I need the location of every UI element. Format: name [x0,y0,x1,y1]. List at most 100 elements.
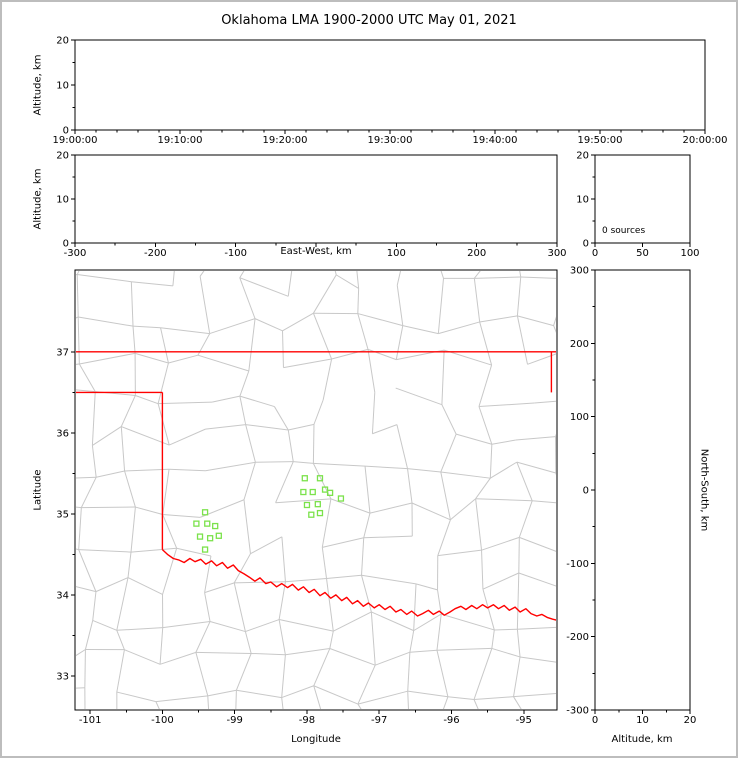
hist-panel-ytick-label: 10 [576,195,589,206]
county-boundary-line [120,395,136,427]
county-boundary-line [239,395,275,408]
county-boundary-line [437,519,451,556]
county-boundary-line [254,318,283,332]
county-boundary-line [81,506,136,509]
county-boundary-line [478,364,493,407]
county-boundary-line [124,468,170,472]
ns-panel-ytick-label: 300 [570,266,589,277]
county-boundary-line [321,498,332,548]
county-boundary-line [205,461,256,472]
county-boundary-line [513,656,521,697]
county-boundary-line [329,648,376,666]
lma-station-marker [201,546,209,553]
county-boundary-line [49,669,56,689]
county-boundary-line [199,276,211,334]
county-boundary-line [76,649,86,657]
county-boundary-line [409,630,415,653]
time-panel-xtick-label: 20:00:00 [683,135,728,146]
county-boundary-line [235,690,237,709]
time-panel-xtick-label: 19:10:00 [158,135,203,146]
county-boundary-line [204,582,235,594]
hist-panel-xtick-label: 0 [592,248,598,259]
county-boundary-line [287,429,294,462]
county-boundary-line [76,476,97,479]
county-boundary-line [195,652,209,696]
county-boundary-line [120,426,126,472]
county-boundary-line [76,274,79,317]
county-boundary-line [442,696,449,709]
county-boundary-line [313,648,331,686]
map-panel-ylabel: Latitude [32,469,44,511]
county-boundary-line [527,353,556,365]
county-boundary-line [518,500,533,538]
county-boundary-line [444,349,492,366]
time-panel-ytick-label: 0 [63,126,69,137]
county-boundary-line [516,629,521,657]
county-boundary-line [520,276,556,279]
lma-station-marker [314,501,321,508]
county-boundary-line [361,575,372,613]
county-boundary-line [329,631,334,649]
county-boundary-line [440,271,444,279]
county-boundary-line [409,649,438,653]
county-boundary-line [532,500,556,504]
county-boundary-line [367,348,397,361]
county-boundary-line [357,288,360,314]
county-boundary-line [331,348,369,360]
map-panel-xtick-label: -98 [299,715,315,726]
county-boundary-line [79,352,136,365]
ns-panel-ytick-label: -300 [566,706,589,717]
county-boundary-line [195,621,211,653]
county-boundary-line [407,691,409,709]
county-boundary-line [159,651,197,665]
lma-station-marker [316,509,324,517]
county-boundary-line [78,316,134,327]
ns-panel-ylabel: North-South, km [698,448,710,532]
county-boundary-line [78,549,97,592]
county-boundary-line [158,401,213,405]
county-boundary-line [250,536,283,555]
ns-panel-ytick-label: -200 [566,632,589,643]
county-boundary-line [404,251,435,257]
time-panel-ytick-label: 20 [56,36,69,47]
county-boundary-line [363,513,371,538]
county-boundary-line [441,404,457,435]
county-boundary-line [92,619,117,631]
county-boundary-line [313,399,324,425]
county-boundary-line [130,281,134,327]
map-panel-xlabel: Longitude [291,734,341,745]
county-boundary-line [361,574,417,585]
county-boundary-line [160,327,210,335]
county-boundary-line [116,691,157,703]
county-boundary-line [335,274,359,289]
county-boundary-line [35,333,42,369]
county-boundary-line [407,468,441,473]
county-boundary-line [491,647,521,658]
county-boundary-line [233,553,251,584]
county-boundary-line [121,426,170,446]
time-panel-xtick-label: 19:20:00 [263,135,308,146]
map-panel-ytick-label: 36 [56,428,69,439]
county-boundary-line [370,611,376,666]
county-boundary-line [96,470,125,478]
county-boundary-line [77,274,132,283]
county-boundary-line [375,651,411,666]
county-boundary-line [357,313,369,350]
county-boundary-line [489,444,493,479]
county-boundary-line [157,362,169,404]
ew-height-panel [74,154,558,244]
county-boundary-line [39,279,42,333]
lma-station-marker [303,501,311,509]
county-boundary-line [517,315,554,327]
county-boundary-line [564,240,569,279]
county-boundary-line [473,271,481,279]
ns-panel-ytick-label: 0 [583,486,589,497]
county-boundary-line [117,729,174,741]
county-boundary-line [35,370,36,386]
county-boundary-line [273,406,289,431]
county-boundary-line [413,583,417,631]
county-boundary-line [395,325,404,360]
county-boundary-line [233,582,246,632]
